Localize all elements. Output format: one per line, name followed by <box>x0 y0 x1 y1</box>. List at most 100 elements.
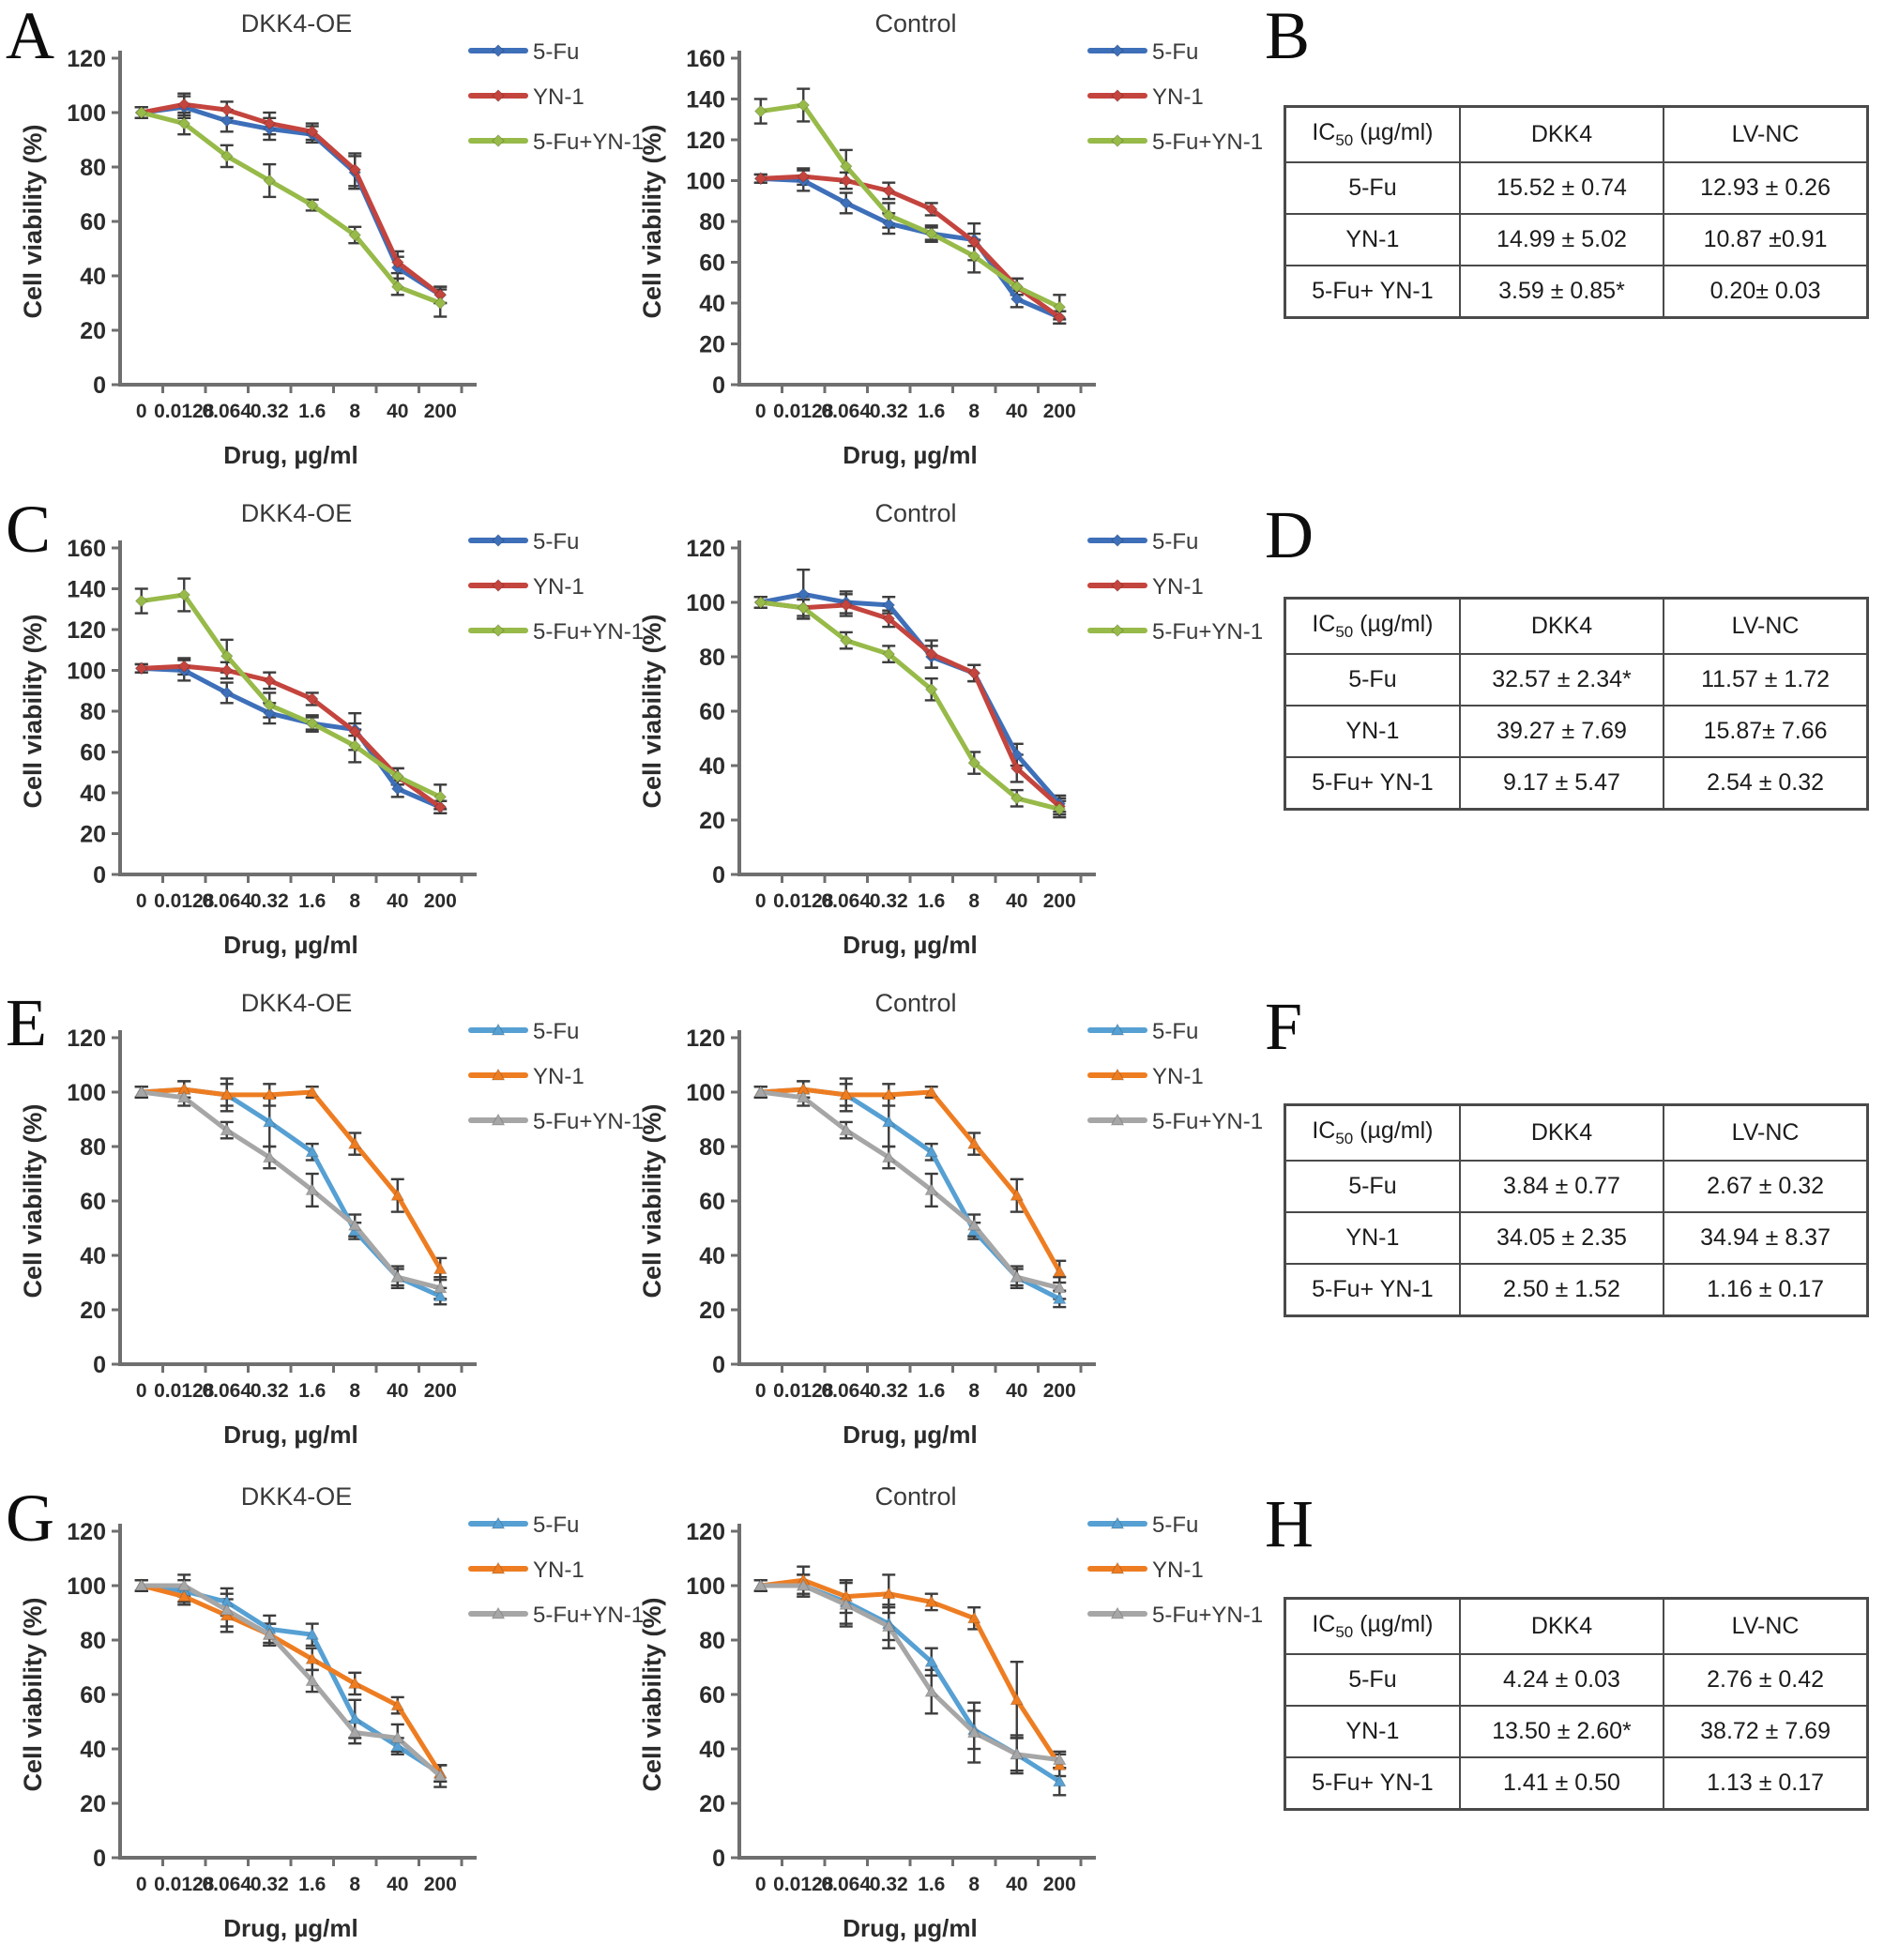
drug-name-cell: 5-Fu <box>1284 1653 1461 1707</box>
panel-e-chart-control: Control 0 20 40 60 80 100 120 0 0.0128 0.064 0.32 1.… <box>634 987 1263 1467</box>
table-row: YN-1 13.50 ± 2.60* 38.72 ± 7.69 <box>1284 1705 1869 1758</box>
x-tick-label: 40 <box>387 1380 408 1402</box>
ic50-header-cell: IC50 (µg/ml) <box>1284 105 1461 163</box>
legend-label: 5-Fu+YN-1 <box>1152 129 1263 155</box>
x-tick-label: 8 <box>349 1380 360 1402</box>
data-point-marker <box>1052 1264 1067 1277</box>
y-tick-label: 80 <box>699 1134 725 1161</box>
data-point-marker <box>967 666 981 680</box>
chart-title: Control <box>874 989 956 1017</box>
series-5-Fu+YN-1 <box>753 1085 1067 1294</box>
ic50-value-cell: 12.93 ± 0.26 <box>1663 161 1869 215</box>
y-tick-label: 20 <box>80 1791 106 1817</box>
data-point-marker <box>305 198 319 212</box>
table-row: 5-Fu 3.84 ± 0.77 2.67 ± 0.32 <box>1284 1160 1869 1213</box>
drug-name-cell: YN-1 <box>1284 705 1461 758</box>
x-tick-label: 200 <box>424 890 457 912</box>
x-tick-label: 40 <box>387 401 408 422</box>
panel-a-chart-control: Control 0 20 40 60 80 100 120 140 160 0 0.0128 0.064… <box>634 8 1263 488</box>
series-5-Fu <box>753 172 1067 325</box>
ic50-header-cell: IC50 (µg/ml) <box>1284 1597 1461 1655</box>
x-tick-label: 0.064 <box>202 1380 251 1402</box>
data-point-marker <box>433 1769 448 1782</box>
col-header-dkk4: DKK4 <box>1458 105 1665 163</box>
x-tick-label: 40 <box>1006 890 1027 912</box>
data-point-marker <box>262 1087 277 1101</box>
legend-label: 5-Fu <box>1152 1512 1198 1538</box>
table-row: 5-Fu 15.52 ± 0.74 12.93 ± 0.26 <box>1284 161 1869 215</box>
y-axis-label: Cell viability (%) <box>638 614 666 808</box>
y-tick-label: 40 <box>80 264 106 290</box>
y-tick-label: 120 <box>67 1519 106 1545</box>
chart-legend: 5-Fu YN-1 5-Fu+YN-1 <box>468 1019 644 1134</box>
data-point-marker <box>305 1673 320 1686</box>
series-5-Fu <box>134 661 448 814</box>
x-tick-label: 1.6 <box>918 890 945 912</box>
data-point-marker <box>134 1085 149 1098</box>
ic50-value-cell: 2.76 ± 0.42 <box>1663 1653 1869 1707</box>
x-tick-label: 1.6 <box>298 890 326 912</box>
y-tick-label: 120 <box>686 1519 725 1545</box>
series-5-Fu <box>134 100 448 302</box>
data-point-marker <box>882 647 896 661</box>
data-point-marker <box>1111 134 1124 147</box>
data-point-marker <box>924 1085 939 1098</box>
table-row: YN-1 39.27 ± 7.69 15.87± 7.66 <box>1284 705 1869 758</box>
panel-b-ic50-table: IC50 (µg/ml) DKK4 LV-NC 5-Fu 15.52 ± 0.74 12.… <box>1284 105 1869 319</box>
data-point-marker <box>390 1730 405 1743</box>
x-tick-label: 0 <box>136 890 147 912</box>
data-point-marker <box>390 1698 405 1711</box>
y-tick-label: 40 <box>699 1737 725 1763</box>
y-tick-label: 80 <box>80 1134 106 1161</box>
x-tick-label: 8 <box>349 1874 360 1895</box>
data-point-marker <box>796 1090 811 1103</box>
y-tick-label: 120 <box>686 1026 725 1052</box>
chart-title: Control <box>874 499 956 527</box>
data-point-marker <box>1010 791 1024 805</box>
x-tick-label: 8 <box>349 401 360 422</box>
ic50-value-cell: 14.99 ± 5.02 <box>1458 213 1665 266</box>
data-point-marker <box>220 1123 235 1136</box>
ic50-header-cell: IC50 (µg/ml) <box>1284 597 1461 655</box>
data-point-marker <box>1052 1757 1067 1770</box>
data-point-marker <box>492 579 505 592</box>
ic50-value-cell: 39.27 ± 7.69 <box>1458 705 1665 758</box>
x-tick-label: 8 <box>968 890 980 912</box>
y-tick-label: 60 <box>80 740 106 767</box>
data-point-marker <box>1111 534 1124 547</box>
y-tick-label: 20 <box>80 1298 106 1324</box>
error-bars <box>753 1077 1067 1309</box>
data-point-marker <box>967 756 981 770</box>
data-point-marker <box>263 707 277 721</box>
y-tick-label: 100 <box>67 100 106 127</box>
x-tick-label: 40 <box>1006 401 1027 422</box>
ic50-value-cell: 1.16 ± 0.17 <box>1663 1263 1869 1317</box>
ic50-value-cell: 32.57 ± 2.34* <box>1458 653 1665 707</box>
chart-title: DKK4-OE <box>241 9 353 38</box>
table-header-row: IC50 (µg/ml) DKK4 LV-NC <box>1284 597 1869 655</box>
y-tick-label: 100 <box>67 1080 106 1106</box>
ic50-value-cell: 3.84 ± 0.77 <box>1458 1160 1665 1213</box>
data-point-marker <box>492 534 505 547</box>
x-tick-label: 0.32 <box>251 401 289 422</box>
x-tick-label: 0 <box>136 1380 147 1402</box>
y-axis-label: Cell viability (%) <box>638 1103 666 1298</box>
panel-letter-d: D <box>1265 497 1314 572</box>
x-tick-label: 1.6 <box>918 1380 945 1402</box>
data-point-marker <box>1052 1774 1067 1787</box>
x-tick-label: 1.6 <box>918 1874 945 1895</box>
legend-label: YN-1 <box>1152 84 1204 110</box>
y-tick-label: 40 <box>699 291 725 317</box>
data-point-marker <box>797 600 811 615</box>
col-header-lv-nc: LV-NC <box>1663 597 1869 655</box>
x-tick-label: 40 <box>387 1874 408 1895</box>
y-tick-label: 160 <box>686 46 725 72</box>
data-point-marker <box>220 114 234 128</box>
data-point-marker <box>390 280 404 294</box>
data-point-marker <box>924 647 938 661</box>
data-point-marker <box>881 1115 896 1128</box>
